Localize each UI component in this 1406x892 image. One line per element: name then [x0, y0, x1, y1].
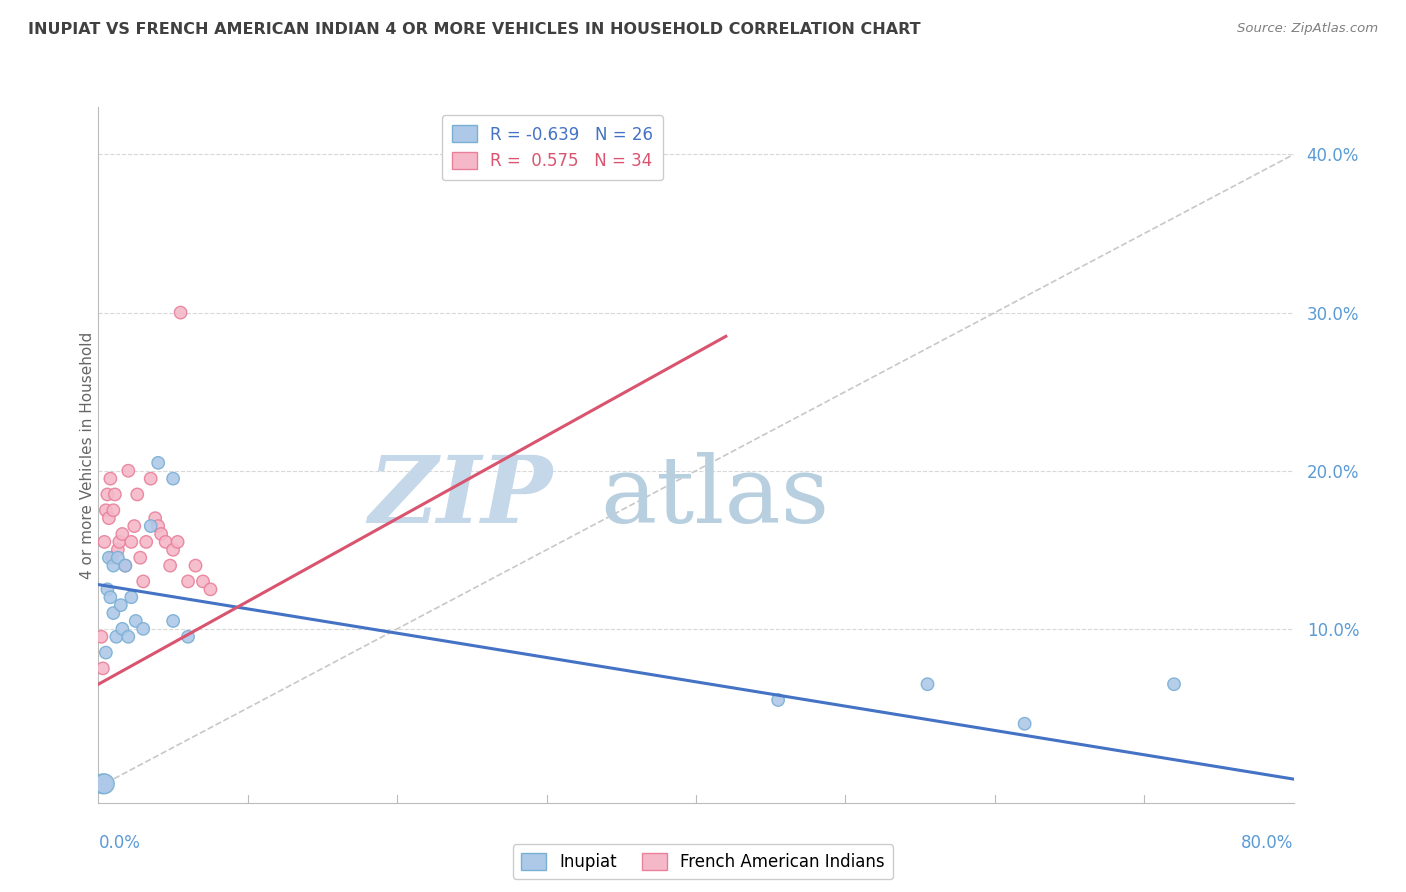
- Point: [139, 519, 162, 533]
- Point: [143, 511, 166, 525]
- Point: [120, 591, 142, 605]
- Point: [97, 550, 120, 565]
- Point: [127, 487, 149, 501]
- Point: [135, 534, 157, 549]
- Point: [96, 582, 118, 597]
- Point: [162, 614, 184, 628]
- Point: [104, 487, 127, 501]
- Point: [103, 606, 125, 620]
- Point: [184, 558, 207, 573]
- Point: [114, 558, 136, 573]
- Point: [107, 542, 129, 557]
- Point: [166, 534, 188, 549]
- Point: [94, 646, 117, 660]
- Point: [103, 503, 125, 517]
- Point: [111, 622, 134, 636]
- Point: [159, 558, 181, 573]
- Point: [93, 777, 115, 791]
- Text: atlas: atlas: [600, 451, 830, 541]
- Point: [117, 630, 139, 644]
- Point: [108, 534, 131, 549]
- Point: [103, 558, 125, 573]
- Point: [148, 456, 170, 470]
- Point: [94, 503, 117, 517]
- Point: [1163, 677, 1185, 691]
- Point: [120, 534, 142, 549]
- Point: [139, 472, 162, 486]
- Point: [917, 677, 939, 691]
- Point: [93, 534, 115, 549]
- Text: 80.0%: 80.0%: [1241, 834, 1294, 852]
- Point: [117, 464, 139, 478]
- Point: [91, 777, 114, 791]
- Point: [129, 550, 152, 565]
- Point: [101, 550, 124, 565]
- Point: [191, 574, 214, 589]
- Point: [105, 630, 128, 644]
- Point: [200, 582, 222, 597]
- Point: [1014, 716, 1036, 731]
- Text: ZIP: ZIP: [368, 451, 553, 541]
- Point: [177, 630, 200, 644]
- Point: [132, 622, 155, 636]
- Point: [177, 574, 200, 589]
- Point: [98, 591, 122, 605]
- Legend: Inupiat, French American Indians: Inupiat, French American Indians: [513, 845, 893, 880]
- Text: 0.0%: 0.0%: [98, 834, 141, 852]
- Y-axis label: 4 or more Vehicles in Household: 4 or more Vehicles in Household: [80, 331, 94, 579]
- Point: [91, 661, 114, 675]
- Point: [111, 527, 134, 541]
- Point: [169, 305, 191, 319]
- Point: [132, 574, 155, 589]
- Point: [124, 519, 146, 533]
- Point: [162, 472, 184, 486]
- Point: [155, 534, 177, 549]
- Text: INUPIAT VS FRENCH AMERICAN INDIAN 4 OR MORE VEHICLES IN HOUSEHOLD CORRELATION CH: INUPIAT VS FRENCH AMERICAN INDIAN 4 OR M…: [28, 22, 921, 37]
- Point: [107, 550, 129, 565]
- Point: [125, 614, 148, 628]
- Point: [114, 558, 136, 573]
- Point: [90, 630, 112, 644]
- Point: [97, 511, 120, 525]
- Point: [98, 472, 122, 486]
- Point: [162, 542, 184, 557]
- Legend: R = -0.639   N = 26, R =  0.575   N = 34: R = -0.639 N = 26, R = 0.575 N = 34: [441, 115, 664, 180]
- Text: Source: ZipAtlas.com: Source: ZipAtlas.com: [1237, 22, 1378, 36]
- Point: [96, 487, 118, 501]
- Point: [110, 598, 132, 612]
- Point: [150, 527, 173, 541]
- Point: [766, 693, 789, 707]
- Point: [148, 519, 170, 533]
